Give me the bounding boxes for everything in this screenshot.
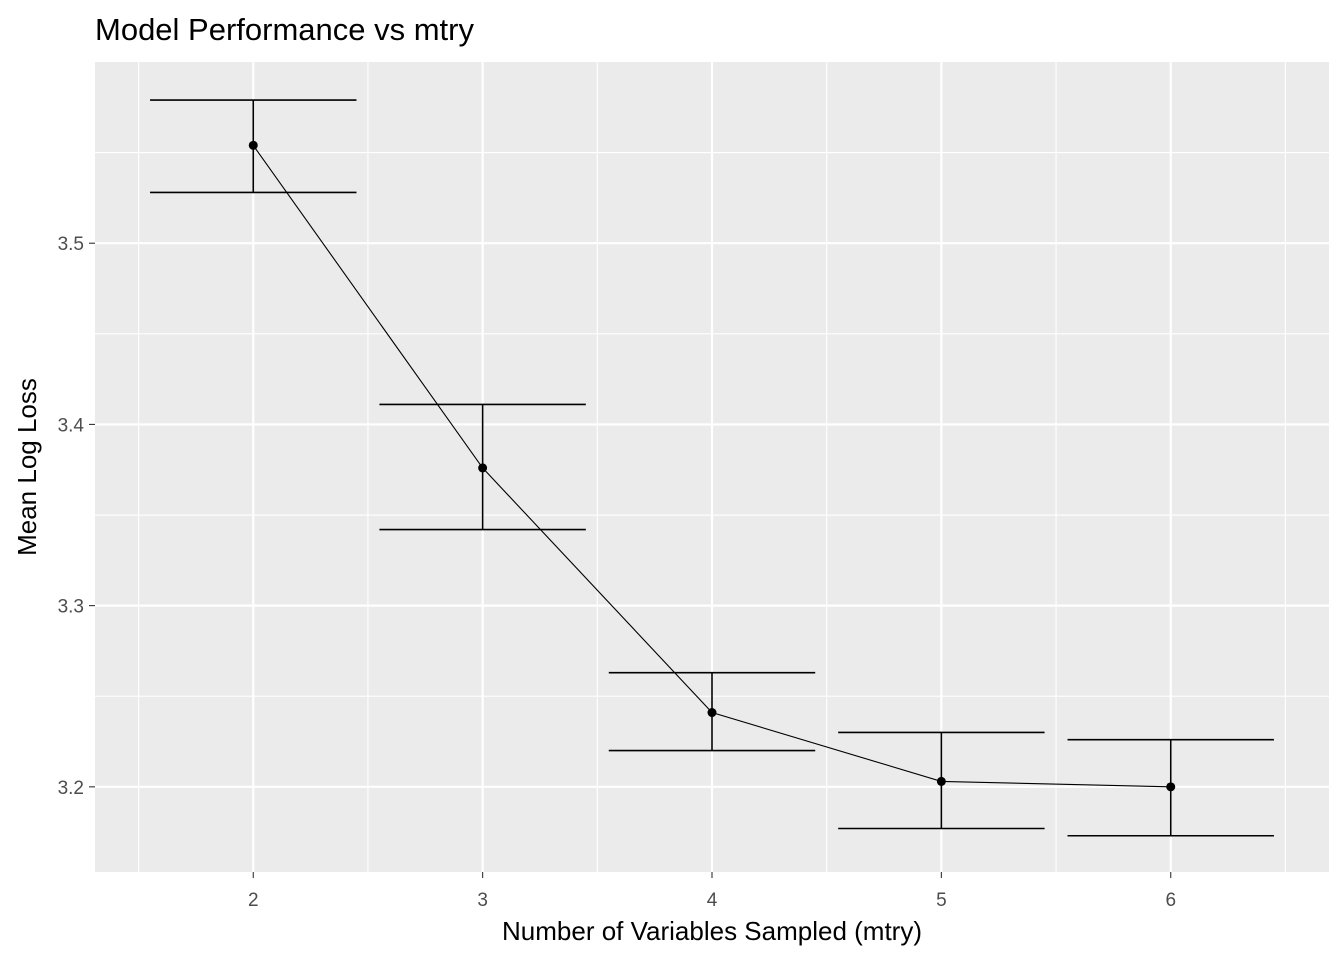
data-point <box>936 776 946 786</box>
y-axis-title: Mean Log Loss <box>12 378 42 556</box>
y-tick-label: 3.3 <box>58 597 84 618</box>
x-tick-label: 2 <box>248 890 259 911</box>
x-axis-ticks: 2 3 4 5 6 <box>248 872 1176 911</box>
x-tick-label: 6 <box>1165 890 1176 911</box>
data-point <box>248 140 258 150</box>
data-point <box>1166 782 1176 792</box>
data-point <box>707 708 717 718</box>
x-tick-label: 3 <box>477 890 488 911</box>
data-series <box>150 99 1274 837</box>
x-tick-label: 5 <box>936 890 947 911</box>
x-tick-label: 4 <box>707 890 718 911</box>
y-tick-label: 3.5 <box>58 234 84 255</box>
y-tick-label: 3.2 <box>58 778 84 799</box>
data-point <box>478 463 488 473</box>
major-gridlines <box>95 62 1329 872</box>
chart-title: Model Performance vs mtry <box>95 12 474 47</box>
x-axis-title: Number of Variables Sampled (mtry) <box>502 916 922 946</box>
y-axis-ticks: 3.2 3.3 3.4 3.5 <box>58 234 95 799</box>
y-tick-label: 3.4 <box>58 415 85 436</box>
